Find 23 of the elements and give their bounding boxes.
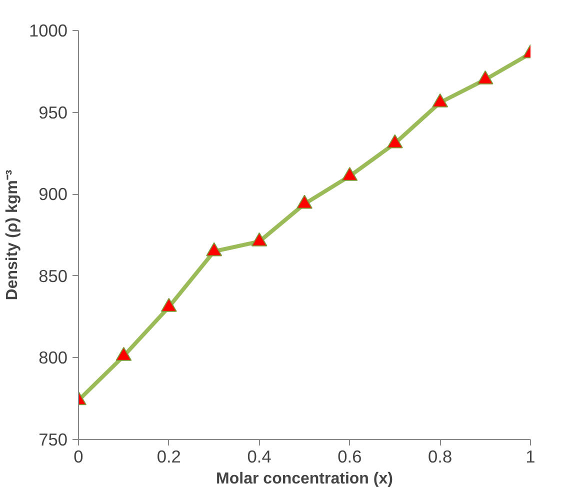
point <box>342 166 358 181</box>
y-tick-label: 1000 <box>28 20 68 40</box>
x-tick-label: 0.4 <box>247 446 272 466</box>
point <box>206 242 222 256</box>
point <box>116 346 132 361</box>
point <box>477 70 494 84</box>
x-tick-label: 0.2 <box>156 446 181 466</box>
y-tick-label: 950 <box>38 102 68 122</box>
y-tick-label: 750 <box>38 430 68 450</box>
x-tick-label: 0.8 <box>428 446 452 466</box>
y-axis-title: Density (ρ) kgm⁻³ <box>4 170 21 300</box>
x-axis-title: Molar concentration (x) <box>216 470 393 488</box>
x-tick-label: 1 <box>526 446 536 466</box>
point <box>386 134 403 148</box>
y-tick-label: 900 <box>38 184 68 204</box>
x-tick-label: 0 <box>74 446 84 466</box>
y-tick-label: 800 <box>38 348 68 368</box>
point <box>296 194 312 209</box>
x-tick-label: 0.6 <box>338 446 362 466</box>
y-tick-label: 850 <box>38 266 68 286</box>
point <box>251 232 268 246</box>
point <box>432 93 448 108</box>
point <box>160 298 177 312</box>
